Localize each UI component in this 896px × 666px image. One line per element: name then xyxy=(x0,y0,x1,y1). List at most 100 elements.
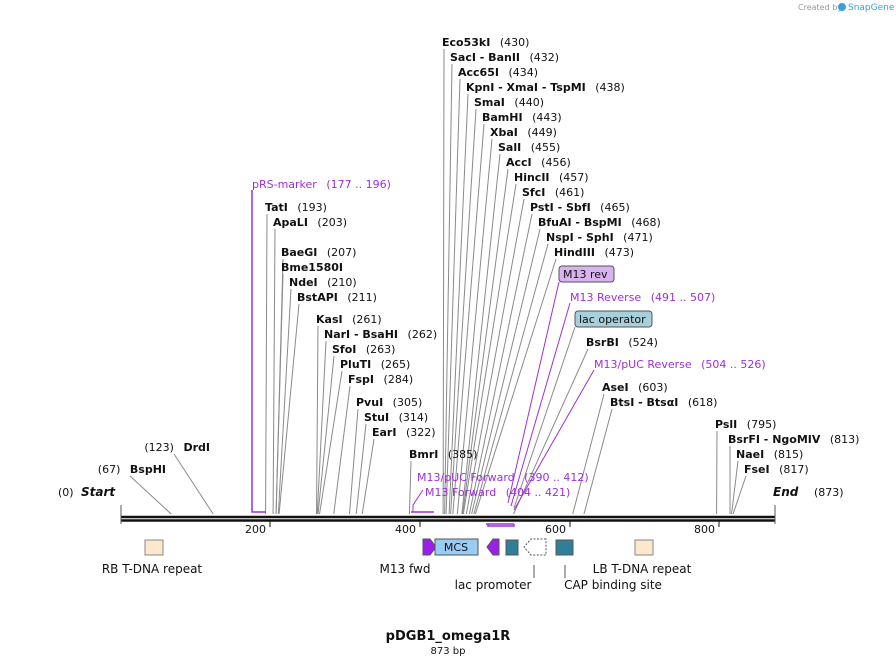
leader-lines xyxy=(129,48,747,515)
site-bamhi[interactable]: BamHI (443) xyxy=(482,111,562,124)
site-saci-name: SacI - BanII xyxy=(450,51,520,64)
site-xbai[interactable]: XbaI (449) xyxy=(490,126,557,139)
leader-acci xyxy=(462,168,509,515)
site-smai[interactable]: SmaI (440) xyxy=(474,96,544,109)
site-psti[interactable]: PstI - SbfI (465) xyxy=(530,201,630,214)
primer-m13-reverse[interactable]: M13 Reverse (491 .. 507) xyxy=(570,291,715,304)
lac-operator-block-icon[interactable] xyxy=(505,539,519,556)
primer-m13-puc-forward-leader xyxy=(412,489,424,512)
m13-rev-arrow-icon[interactable] xyxy=(486,538,500,556)
leader-nspi xyxy=(473,243,549,515)
site-pluti-pos: (265) xyxy=(381,358,411,371)
site-saci[interactable]: SacI - BanII (432) xyxy=(450,51,559,64)
site-nspi-pos: (471) xyxy=(623,231,653,244)
leader-drdi xyxy=(173,453,214,515)
site-bstapi[interactable]: BstAPI (211) xyxy=(297,291,377,304)
site-fsei-name: FseI xyxy=(744,463,770,476)
feature-cap-site-icon[interactable] xyxy=(555,539,574,556)
feature-m13-fwd-label: M13 fwd xyxy=(380,562,431,576)
site-bme1580i[interactable]: Bme1580I xyxy=(281,261,343,274)
feature-rb-tdna-label: RB T-DNA repeat xyxy=(102,562,203,576)
site-stui-name: StuI xyxy=(364,411,389,424)
site-bsrbi-name: BsrBI xyxy=(586,336,619,349)
site-baegi[interactable]: BaeGI (207) xyxy=(281,246,356,259)
site-acc65i[interactable]: Acc65I (434) xyxy=(458,66,538,79)
site-eco53ki-name: Eco53kI xyxy=(442,36,490,49)
site-psli[interactable]: PslI (795) xyxy=(715,418,776,431)
primers: pRS-marker (177 .. 196) M13 rev M13 Reve… xyxy=(251,178,766,527)
primer-m13-puc-forward[interactable]: M13/pUC Forward (390 .. 412) xyxy=(417,471,589,484)
lac-operator-leader xyxy=(513,326,576,509)
site-acci[interactable]: AccI (456) xyxy=(506,156,571,169)
site-bsrbi-pos: (524) xyxy=(628,336,658,349)
primer-m13-reverse-leader xyxy=(510,302,571,507)
site-pluti[interactable]: PluTI (265) xyxy=(340,358,410,371)
leader-sali xyxy=(461,153,501,515)
site-ndei-name: NdeI xyxy=(289,276,318,289)
site-bmri[interactable]: BmrI (385) xyxy=(409,448,477,461)
leader-tati xyxy=(265,213,268,515)
site-hincii-name: HincII xyxy=(514,171,550,184)
site-eco53ki[interactable]: Eco53kI (430) xyxy=(442,36,529,49)
site-naei[interactable]: NaeI (815) xyxy=(736,448,803,461)
leader-pvui xyxy=(348,408,359,515)
site-bfuai[interactable]: BfuAI - BspMI (468) xyxy=(538,216,661,229)
leader-kpni xyxy=(448,93,469,515)
site-asei[interactable]: AseI (603) xyxy=(602,381,668,394)
site-hindiii[interactable]: HindIII (473) xyxy=(554,246,634,259)
site-eari[interactable]: EarI (322) xyxy=(372,426,436,439)
lac-operator-label[interactable]: lac operator xyxy=(579,313,646,326)
site-eari-pos: (322) xyxy=(406,426,436,439)
site-sfoi[interactable]: SfoI (263) xyxy=(332,343,395,356)
site-tati[interactable]: TatI (193) xyxy=(265,201,327,214)
site-bsphi[interactable]: (67) BspHI xyxy=(98,463,166,476)
site-btsi[interactable]: BtsI - BtsαI (618) xyxy=(610,396,717,409)
feature-lac-promoter-arrow-icon[interactable] xyxy=(523,538,547,556)
site-kasi[interactable]: KasI (261) xyxy=(316,313,382,326)
site-sfci-pos: (461) xyxy=(555,186,585,199)
m13-rev-box xyxy=(558,265,615,283)
m13-rev-label[interactable]: M13 rev xyxy=(563,268,608,281)
site-stui-pos: (314) xyxy=(399,411,429,424)
site-sfci-name: SfcI xyxy=(522,186,545,199)
site-xbai-pos: (449) xyxy=(527,126,557,139)
site-fspi[interactable]: FspI (284) xyxy=(348,373,413,386)
primer-m13-puc-reverse[interactable]: M13/pUC Reverse (504 .. 526) xyxy=(594,358,766,371)
site-stui[interactable]: StuI (314) xyxy=(364,411,428,424)
site-ndei[interactable]: NdeI (210) xyxy=(289,276,357,289)
feature-lb-tdna-icon[interactable] xyxy=(634,539,654,556)
ruler-tick-200: 200 xyxy=(245,520,271,536)
feature-m13-fwd-arrow-icon[interactable] xyxy=(422,538,437,556)
site-kasi-name: KasI xyxy=(316,313,343,326)
site-eco53ki-pos: (430) xyxy=(500,36,530,49)
site-kpni[interactable]: KpnI - XmaI - TspMI (438) xyxy=(466,81,625,94)
site-drdi[interactable]: (123) DrdI xyxy=(144,441,210,454)
primer-prs-marker[interactable]: pRS-marker (177 .. 196) xyxy=(252,178,391,191)
leader-bstapi xyxy=(278,303,300,515)
site-eari-name: EarI xyxy=(372,426,396,439)
start-position: (0) xyxy=(58,486,74,499)
site-bsrfi[interactable]: BsrFI - NgoMIV (813) xyxy=(728,433,859,446)
feature-rb-tdna-icon[interactable] xyxy=(144,539,164,556)
primer-m13-puc-forward-name: M13/pUC Forward xyxy=(417,471,515,484)
primer-m13-reverse-range: (491 .. 507) xyxy=(651,291,716,304)
site-bstapi-pos: (211) xyxy=(347,291,377,304)
end-position: (873) xyxy=(814,486,844,499)
site-hincii[interactable]: HincII (457) xyxy=(514,171,589,184)
site-psli-name: PslI xyxy=(715,418,737,431)
ruler-tick-label: 600 xyxy=(545,523,566,536)
site-sali[interactable]: SalI (455) xyxy=(498,141,560,154)
primer-m13-forward[interactable]: M13 Forward (404 .. 421) xyxy=(425,486,570,499)
site-apali[interactable]: ApaLI (203) xyxy=(273,216,347,229)
site-nspi[interactable]: NspI - SphI (471) xyxy=(546,231,653,244)
site-pvui[interactable]: PvuI (305) xyxy=(356,396,422,409)
leader-saci xyxy=(444,63,453,515)
feature-mcs-box[interactable] xyxy=(434,538,479,556)
site-sfci[interactable]: SfcI (461) xyxy=(522,186,584,199)
site-nari[interactable]: NarI - BsaHI (262) xyxy=(324,328,437,341)
site-bsrbi[interactable]: BsrBI (524) xyxy=(586,336,658,349)
site-hindiii-name: HindIII xyxy=(554,246,595,259)
site-apali-pos: (203) xyxy=(317,216,347,229)
site-fsei[interactable]: FseI (817) xyxy=(744,463,809,476)
